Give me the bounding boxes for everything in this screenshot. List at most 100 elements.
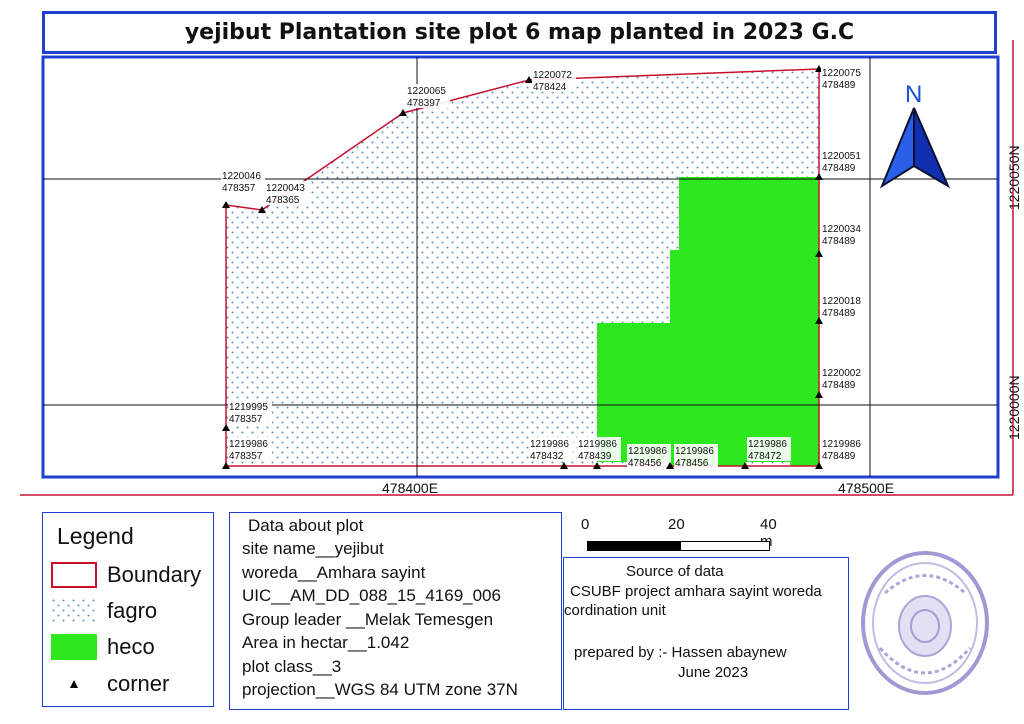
- legend-item-fagro: fagro: [51, 597, 157, 625]
- source-line: cordination unit: [564, 602, 666, 619]
- corner-label-bg: [821, 294, 865, 318]
- corner-label-east: 478472: [748, 451, 782, 462]
- legend-label: heco: [107, 634, 155, 659]
- fagro-swatch: [51, 598, 97, 624]
- legend-item-corner: corner: [51, 670, 169, 698]
- corner-label-east: 478456: [628, 458, 662, 469]
- corner-label-east: 478489: [822, 80, 856, 91]
- corner-label-north: 1220043: [266, 183, 305, 194]
- north-label: N: [905, 81, 922, 108]
- heco-swatch: [51, 634, 97, 660]
- corner-marker: [741, 462, 749, 469]
- corner-label-bg: [821, 366, 865, 390]
- corner-marker: [593, 462, 601, 469]
- corner-label-north: 1219986: [748, 439, 787, 450]
- corner-label-north: 1219986: [628, 446, 667, 457]
- corner-label-north: 1220051: [822, 151, 861, 162]
- x-label-478400: 478400E: [382, 480, 438, 496]
- corner-label-bg: [228, 437, 272, 461]
- corner-label-east: 478357: [229, 414, 263, 425]
- corner-label-bg: [747, 437, 791, 461]
- corner-label-east: 478397: [407, 98, 441, 109]
- map-title: yejibut Plantation site plot 6 map plant…: [184, 20, 855, 45]
- corner-marker: [258, 206, 266, 213]
- corner-label-bg: [821, 437, 865, 461]
- plot-data-line: Area in hectar__1.042: [242, 633, 410, 652]
- corner-label-north: 1220018: [822, 296, 861, 307]
- plot-data-line: UIC__AM_DD_088_15_4169_006: [242, 586, 501, 605]
- corner-label-east: 478357: [222, 183, 256, 194]
- corner-label-north: 1219986: [578, 439, 617, 450]
- legend-label: corner: [107, 671, 170, 696]
- scale-segment-white: [680, 541, 770, 551]
- corner-label-bg: [821, 66, 865, 90]
- plot-data-line: site name__yejibut: [242, 539, 384, 558]
- legend-title: Legend: [57, 523, 134, 549]
- corner-label-bg: [265, 181, 309, 205]
- corner-label-bg: [821, 149, 865, 173]
- plot-data-heading: Data about plot: [248, 516, 364, 535]
- boundary-segment: [225, 204, 263, 211]
- corner-marker: [222, 424, 230, 431]
- y-label-1220050: 1220050N: [1006, 145, 1022, 210]
- corner-triangle-icon: [70, 680, 78, 688]
- corner-marker: [815, 462, 823, 469]
- corner-label-east: 478489: [822, 163, 856, 174]
- corner-label-east: 478439: [578, 451, 612, 462]
- corner-label-north: 1220065: [407, 86, 446, 97]
- corner-marker: [525, 76, 533, 83]
- prepared-by: prepared by :- Hassen abaynew: [574, 644, 787, 661]
- corner-marker: [815, 173, 823, 180]
- north-arrow-icon: [879, 107, 951, 189]
- corner-marker: [815, 391, 823, 398]
- corner-marker: [815, 250, 823, 257]
- y-label-1220000: 1220000N: [1006, 375, 1022, 440]
- legend-box: Legend Boundary fagro heco corner: [42, 512, 214, 707]
- corner-label-bg: [529, 437, 573, 461]
- corner-label-east: 478489: [822, 308, 856, 319]
- corner-marker: [399, 109, 407, 116]
- corner-label-east: 478489: [822, 236, 856, 247]
- corner-label-east: 478357: [229, 451, 263, 462]
- source-heading: Source of data: [626, 563, 724, 580]
- corner-label-north: 1219986: [530, 439, 569, 450]
- corner-label-north: 1219986: [229, 439, 268, 450]
- corner-label-north: 1219995: [229, 402, 268, 413]
- title-box: yejibut Plantation site plot 6 map plant…: [42, 11, 997, 54]
- prepared-date: June 2023: [678, 664, 749, 681]
- corner-label-bg: [228, 400, 272, 424]
- corner-label-north: 1219986: [822, 439, 861, 450]
- scale-segment-black: [587, 541, 681, 551]
- plot-data-line: projection__WGS 84 UTM zone 37N: [242, 680, 518, 699]
- scale-label-0: 0: [581, 516, 590, 533]
- corner-label-north: 1220075: [822, 68, 861, 79]
- legend-label: fagro: [107, 598, 158, 623]
- corner-label-bg: [674, 444, 718, 468]
- corner-label-east: 478424: [533, 82, 567, 93]
- x-label-478500: 478500E: [838, 480, 894, 496]
- heco-area: [597, 177, 819, 466]
- corner-label-east: 478432: [530, 451, 564, 462]
- corner-label-north: 1220034: [822, 224, 861, 235]
- plot-data-line: Group leader __Melak Temesgen: [242, 610, 494, 629]
- corner-label-bg: [821, 222, 865, 246]
- source-line: CSUBF project amhara sayint woreda: [570, 583, 822, 600]
- corner-label-north: 1219986: [675, 446, 714, 457]
- scale-label-20: 20: [668, 516, 685, 533]
- legend-label: Boundary: [107, 562, 202, 587]
- corner-marker: [222, 201, 230, 208]
- corner-marker: [815, 317, 823, 324]
- official-stamp-icon: [861, 551, 989, 695]
- corner-marker: [560, 462, 568, 469]
- scale-bar: 0 20 40 m: [570, 514, 790, 554]
- corner-marker: [222, 462, 230, 469]
- corner-label-east: 478456: [675, 458, 709, 469]
- corner-label-north: 1220002: [822, 368, 861, 379]
- legend-item-heco: heco: [51, 633, 155, 661]
- legend-item-boundary: Boundary: [51, 561, 201, 589]
- corner-label-bg: [406, 84, 450, 108]
- boundary-swatch: [51, 562, 97, 588]
- corner-label-bg: [577, 437, 621, 461]
- corner-label-north: 1220072: [533, 70, 572, 81]
